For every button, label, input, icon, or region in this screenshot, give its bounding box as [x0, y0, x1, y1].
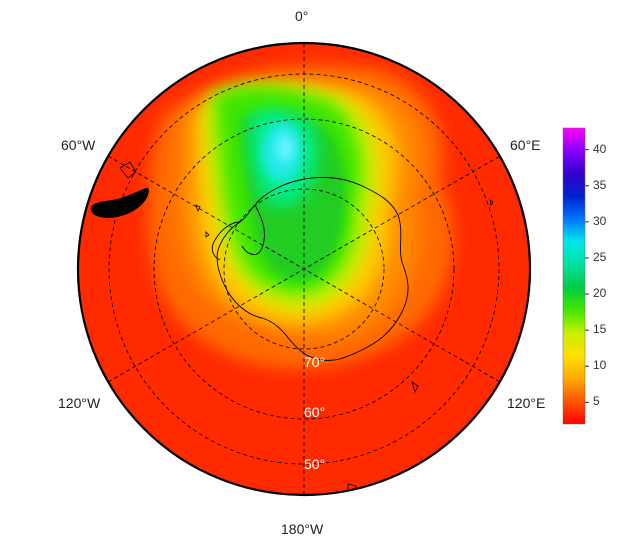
colorbar-tick-label: 25: [593, 249, 607, 264]
colorbar-tick-label: 10: [593, 358, 607, 373]
lon-label-60e: 60°E: [510, 137, 541, 153]
colorbar-tick-label: 40: [593, 141, 607, 156]
lon-label-0: 0°: [295, 8, 309, 24]
field-hole-core-inner: [276, 134, 294, 162]
lon-label-60w: 60°W: [61, 137, 96, 153]
data-field: [78, 43, 530, 495]
lon-label-120e: 120°E: [507, 395, 546, 411]
colorbar-tick-label: 15: [593, 322, 607, 337]
antarctica-coastline: [216, 177, 409, 361]
colorbar-tick-label: 30: [593, 213, 607, 228]
lat-label-60: 60°: [304, 404, 326, 420]
colorbar-gradient: [563, 128, 585, 424]
lat-label-70: 70°: [304, 354, 326, 370]
antarctic-peninsula-coastline: [211, 204, 265, 261]
map-boundary: [76, 41, 532, 497]
lon-label-120w: 120°W: [58, 395, 101, 411]
colorbar-tickmarks: [585, 149, 589, 403]
colorbar-frame: [562, 127, 586, 425]
colorbar-tick-label: 35: [593, 177, 607, 192]
colorbar: [562, 127, 589, 425]
graticule: [107, 43, 501, 495]
south-america-coastline: [90, 187, 149, 218]
colorbar-tick-label: 5: [593, 394, 600, 409]
lon-label-180w: 180°W: [281, 521, 324, 537]
lat-label-50: 50°: [304, 456, 326, 472]
lat-circle-60: [153, 118, 455, 420]
islands: [119, 161, 494, 493]
meridian-120: [107, 155, 501, 383]
colorbar-tick-label: 20: [593, 286, 607, 301]
lat-circle-70: [223, 188, 385, 350]
